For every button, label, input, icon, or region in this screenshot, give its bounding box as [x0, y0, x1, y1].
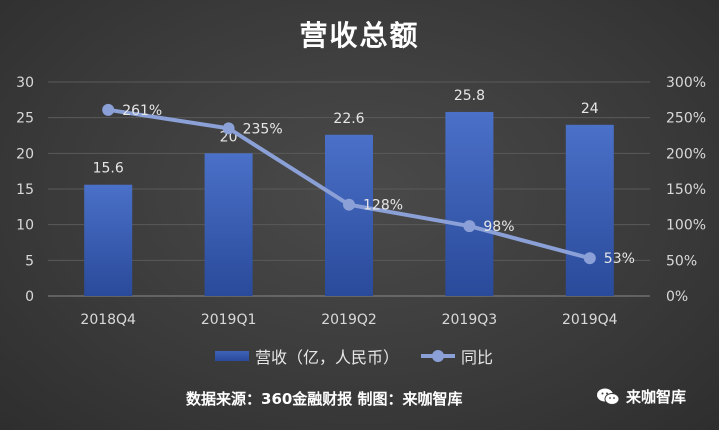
legend: 营收（亿，人民币） 同比: [215, 344, 493, 368]
line-point: [463, 220, 476, 233]
y2-tick-label: 200%: [666, 146, 706, 162]
y2-tick-label: 300%: [666, 75, 706, 91]
line-value-label: 128%: [363, 198, 403, 214]
chart-title: 营收总额: [299, 19, 420, 52]
source-note: 数据来源：360金融财报 制图：来咖智库: [186, 390, 463, 408]
y2-tick-label: 50%: [666, 253, 697, 269]
bar-value-label: 15.6: [93, 161, 124, 177]
x-tick-label: 2018Q4: [80, 312, 136, 328]
bar-value-label: 24: [581, 101, 599, 117]
y-tick-label: 25: [16, 111, 34, 127]
y-tick-label: 30: [16, 75, 34, 91]
bar: [325, 134, 373, 296]
y-tick-label: 5: [25, 253, 34, 269]
x-tick-label: 2019Q3: [442, 312, 498, 328]
y2-tick-label: 0%: [666, 289, 688, 305]
y2-tick-label: 150%: [666, 182, 706, 198]
legend-bar-swatch: [215, 351, 249, 361]
bar-value-label: 25.8: [454, 88, 485, 104]
legend-bar-label: 营收（亿，人民币）: [255, 348, 400, 367]
line-point: [343, 198, 355, 211]
y-tick-label: 10: [16, 218, 34, 234]
y2-tick-label: 250%: [666, 111, 706, 127]
y-tick-label: 0: [25, 289, 34, 305]
brand: 来咖智库: [596, 386, 686, 407]
bar: [565, 124, 614, 296]
x-tick-label: 2019Q1: [201, 312, 257, 328]
bar: [84, 184, 133, 296]
legend-line-label: 同比: [461, 348, 494, 367]
bar: [445, 111, 494, 297]
y-tick-label: 15: [16, 182, 34, 198]
x-tick-label: 2019Q2: [321, 312, 377, 328]
line-value-label: 261%: [122, 103, 162, 119]
line-point: [222, 122, 235, 135]
legend-line-swatch: [421, 350, 456, 362]
line-value-label: 235%: [243, 121, 283, 137]
line-value-label: 53%: [604, 251, 635, 267]
y2-tick-label: 100%: [666, 218, 706, 234]
brand-label: 来咖智库: [626, 388, 687, 406]
line-point: [102, 103, 115, 116]
line-point: [583, 252, 596, 265]
bar: [204, 153, 253, 296]
y-tick-label: 20: [16, 146, 34, 162]
wechat-icon: [597, 388, 620, 405]
x-tick-label: 2019Q4: [562, 312, 618, 328]
line-value-label: 98%: [483, 219, 514, 235]
bar-value-label: 22.6: [333, 111, 364, 127]
